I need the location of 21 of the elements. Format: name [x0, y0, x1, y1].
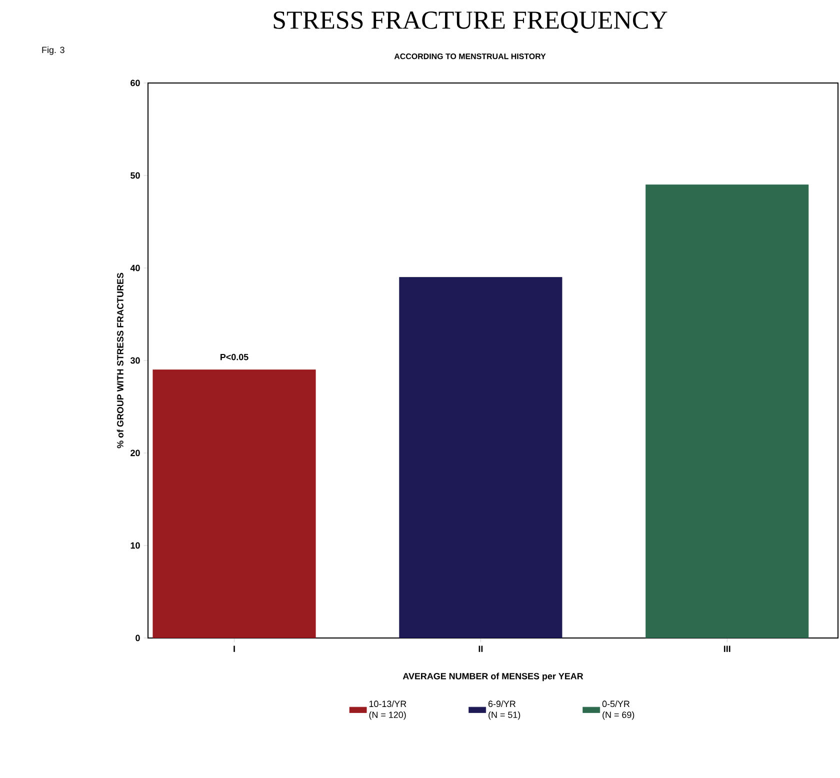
annotation: P<0.05: [220, 354, 248, 360]
legend-label: 0-5/YR: [602, 700, 630, 708]
legend-label: 10-13/YR: [369, 700, 406, 708]
y-tick-label: 10: [130, 542, 140, 549]
x-axis-title: AVERAGE NUMBER of MENSES per YEAR: [402, 672, 584, 682]
chart-title: STRESS FRACTURE FREQUENCY: [274, 12, 668, 33]
caption: Fig. 3: [42, 46, 64, 55]
text: (N = 69): [602, 711, 634, 720]
y-tick-label: 0: [136, 634, 140, 642]
text: (N = 120): [369, 711, 406, 720]
text: (N = 51): [488, 711, 520, 720]
y-tick-label: 30: [130, 357, 140, 364]
x-tick-label: II: [478, 646, 483, 652]
y-tick-label: 20: [130, 450, 140, 456]
y-axis-title: % of GROUP WITH STRESS FRACTURES: [116, 272, 124, 448]
y-tick-label: 60: [130, 80, 140, 86]
y-tick-label: 50: [130, 172, 140, 179]
y-tick-label: 40: [130, 264, 140, 272]
x-tick-label: I: [234, 646, 235, 652]
legend-label: 6-9/YR: [488, 700, 516, 708]
x-tick-label: III: [724, 646, 730, 652]
